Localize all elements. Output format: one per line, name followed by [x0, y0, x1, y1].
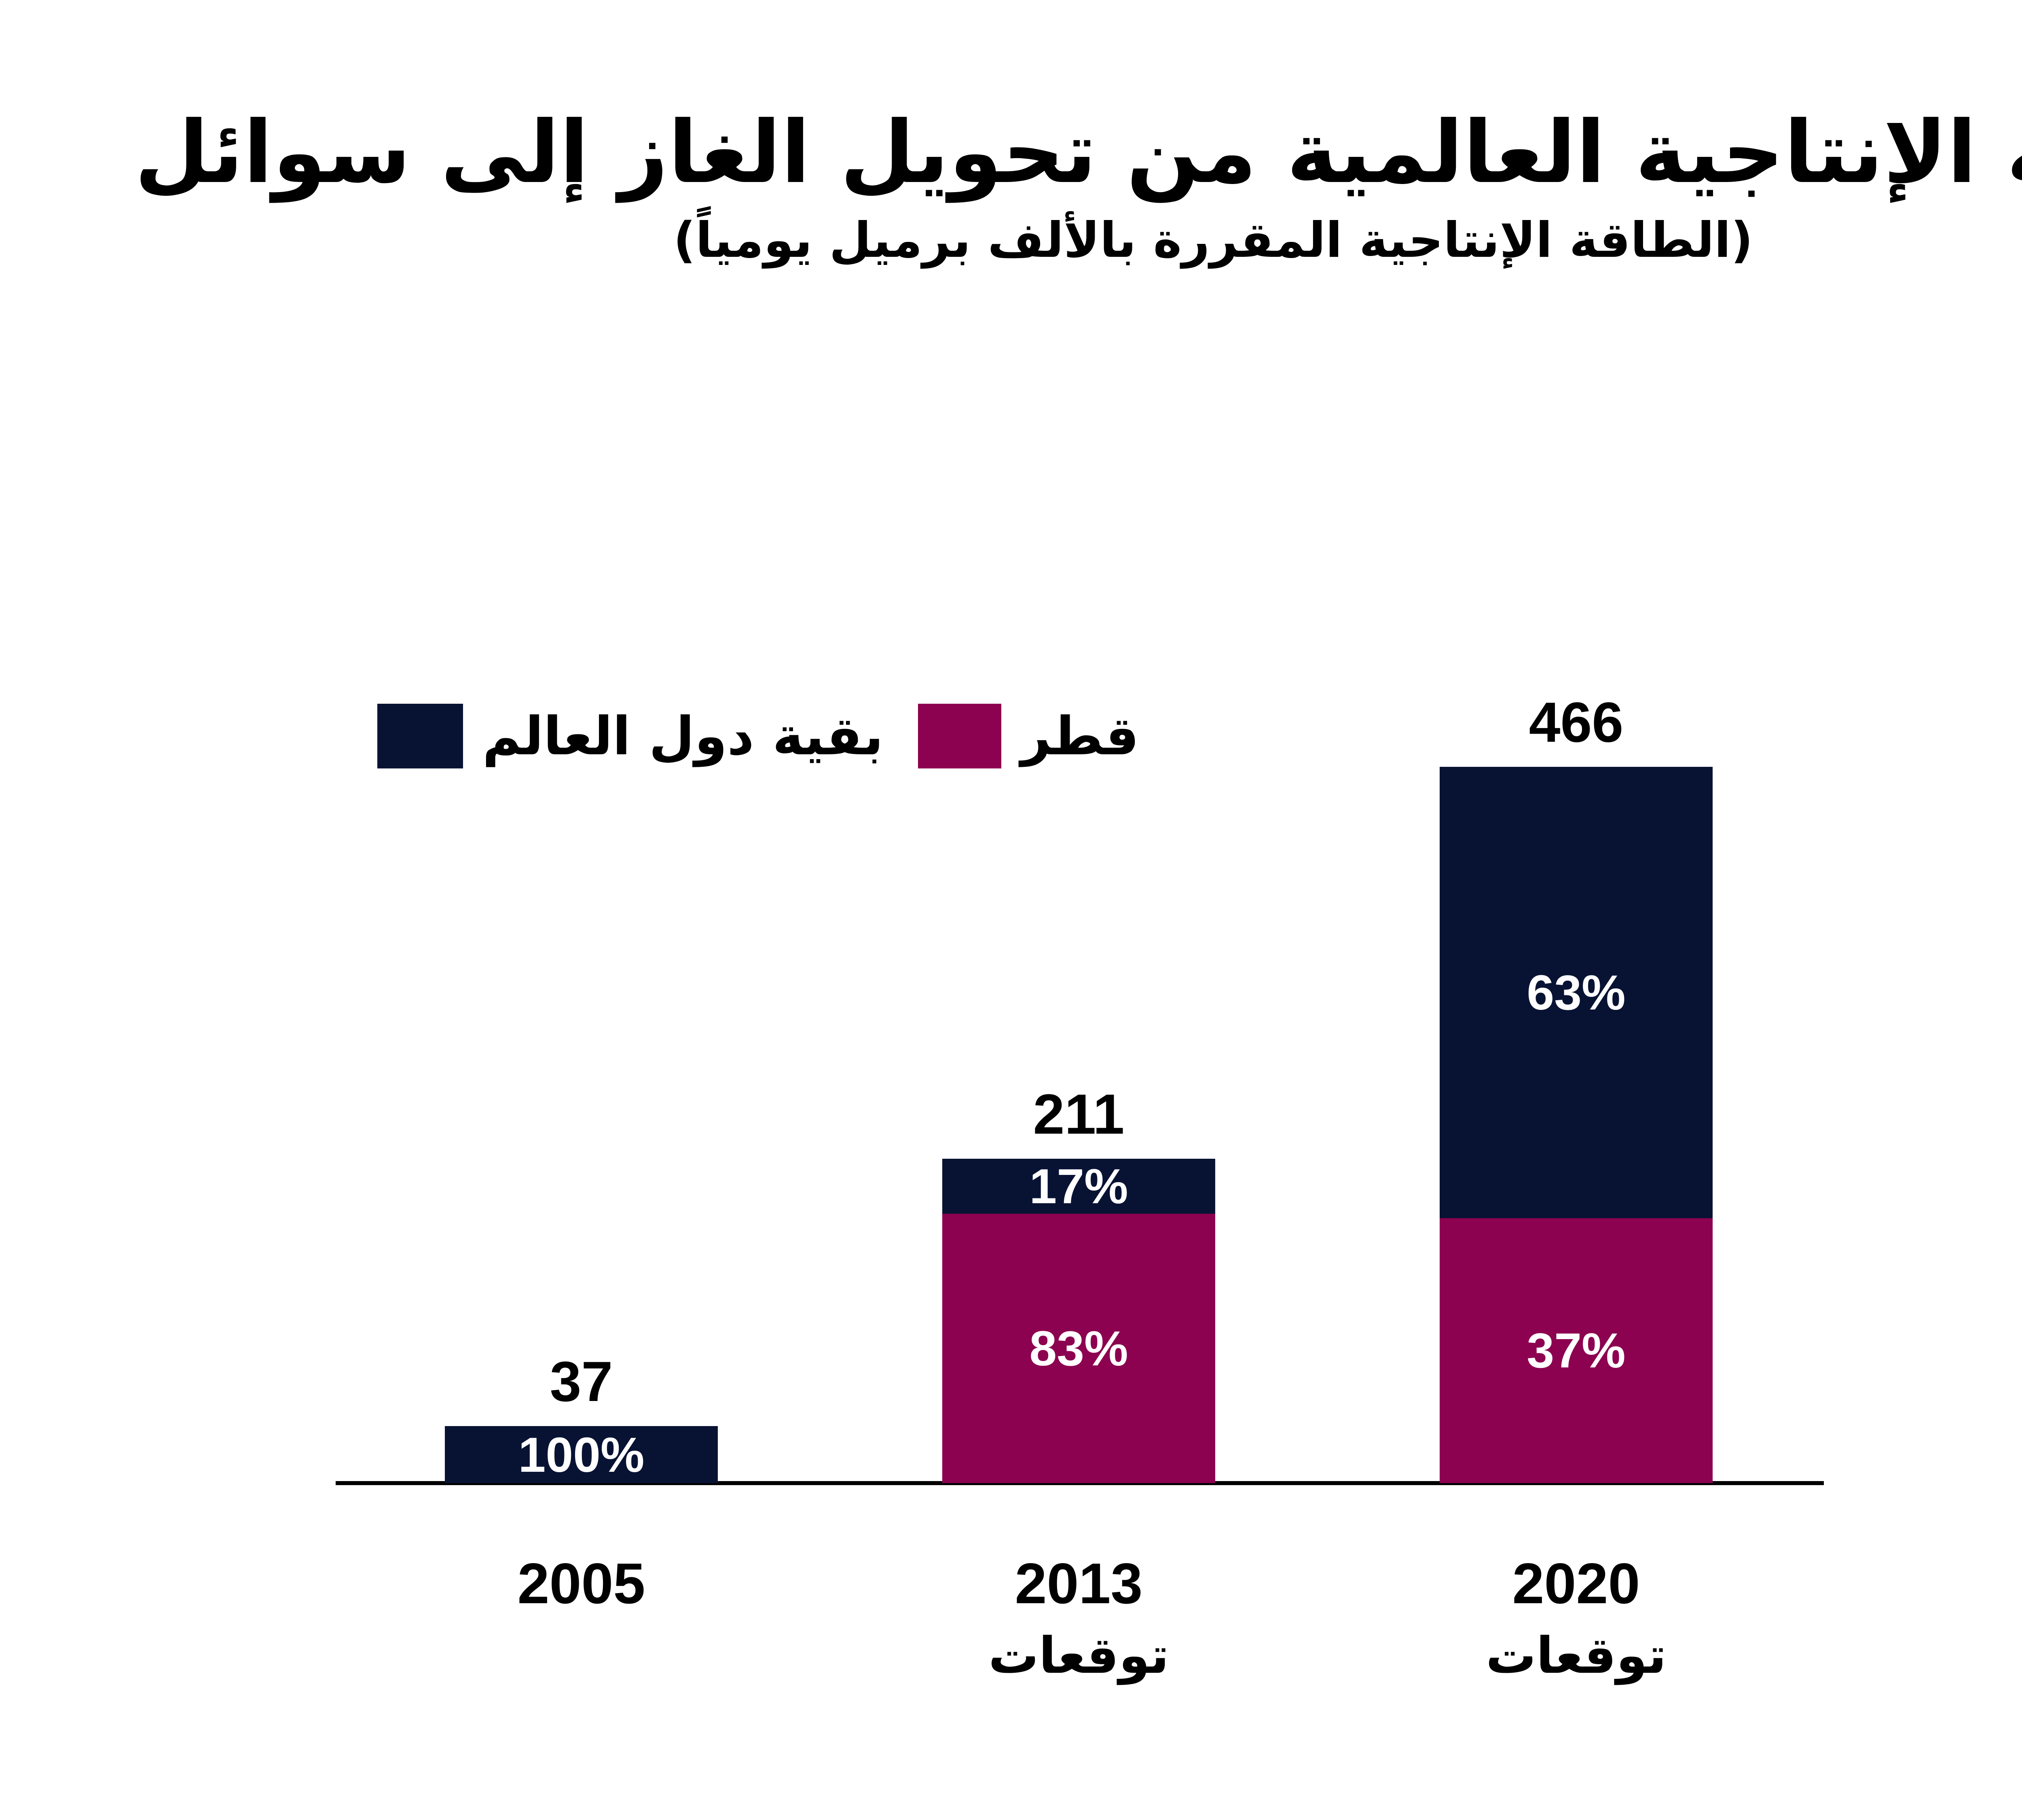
chart-title: الطاقة الإنتاجية العالمية من تحويل الغاز… — [134, 102, 2022, 202]
bar-2020-segment-rest_of_world: 63% — [1440, 767, 1713, 1218]
bar-2005: 100% — [445, 1426, 718, 1483]
legend-item-rest_of_world: بقية دول العالم — [377, 704, 883, 768]
bar-2020: 63% 37% — [1440, 767, 1713, 1483]
x-axis-line — [336, 1481, 1824, 1485]
x-axis-label-2005: 2005 — [517, 1551, 645, 1616]
bar-total-label-2005: 37 — [550, 1350, 613, 1413]
x-axis-note-2013: توقعات — [988, 1627, 1169, 1685]
bar-total-label-2020: 466 — [1529, 690, 1624, 754]
bar-2005-segment-rest_of_world: 100% — [445, 1426, 718, 1483]
title-block: الطاقة الإنتاجية العالمية من تحويل الغاز… — [0, 103, 2022, 272]
segment-percent-label: 37% — [1527, 1323, 1626, 1378]
bar-total-label-2013: 211 — [1033, 1082, 1125, 1146]
segment-percent-label: 17% — [1029, 1159, 1128, 1214]
legend-label-qatar: قطر — [1021, 705, 1139, 767]
x-axis-label-2013: 2013 — [1015, 1551, 1143, 1616]
chart-subtitle: (الطاقة الإنتاجية المقررة بالألف برميل ي… — [673, 212, 1753, 269]
segment-percent-label: 83% — [1029, 1321, 1128, 1376]
bar-2013: 17% 83% — [942, 1159, 1215, 1483]
legend-swatch-qatar — [918, 704, 1001, 768]
segment-percent-label: 100% — [518, 1427, 645, 1482]
x-axis-note-2020: توقعات — [1486, 1627, 1667, 1685]
bar-2013-segment-rest_of_world: 17% — [942, 1159, 1215, 1214]
bar-2020-segment-qatar: 37% — [1440, 1218, 1713, 1483]
segment-percent-label: 63% — [1527, 965, 1626, 1020]
legend-item-qatar: قطر — [918, 704, 1139, 768]
x-axis-label-2020: 2020 — [1512, 1551, 1640, 1616]
legend-label-rest_of_world: بقية دول العالم — [482, 705, 884, 767]
bar-2013-segment-qatar: 83% — [942, 1214, 1215, 1483]
legend-swatch-rest_of_world — [377, 704, 463, 768]
